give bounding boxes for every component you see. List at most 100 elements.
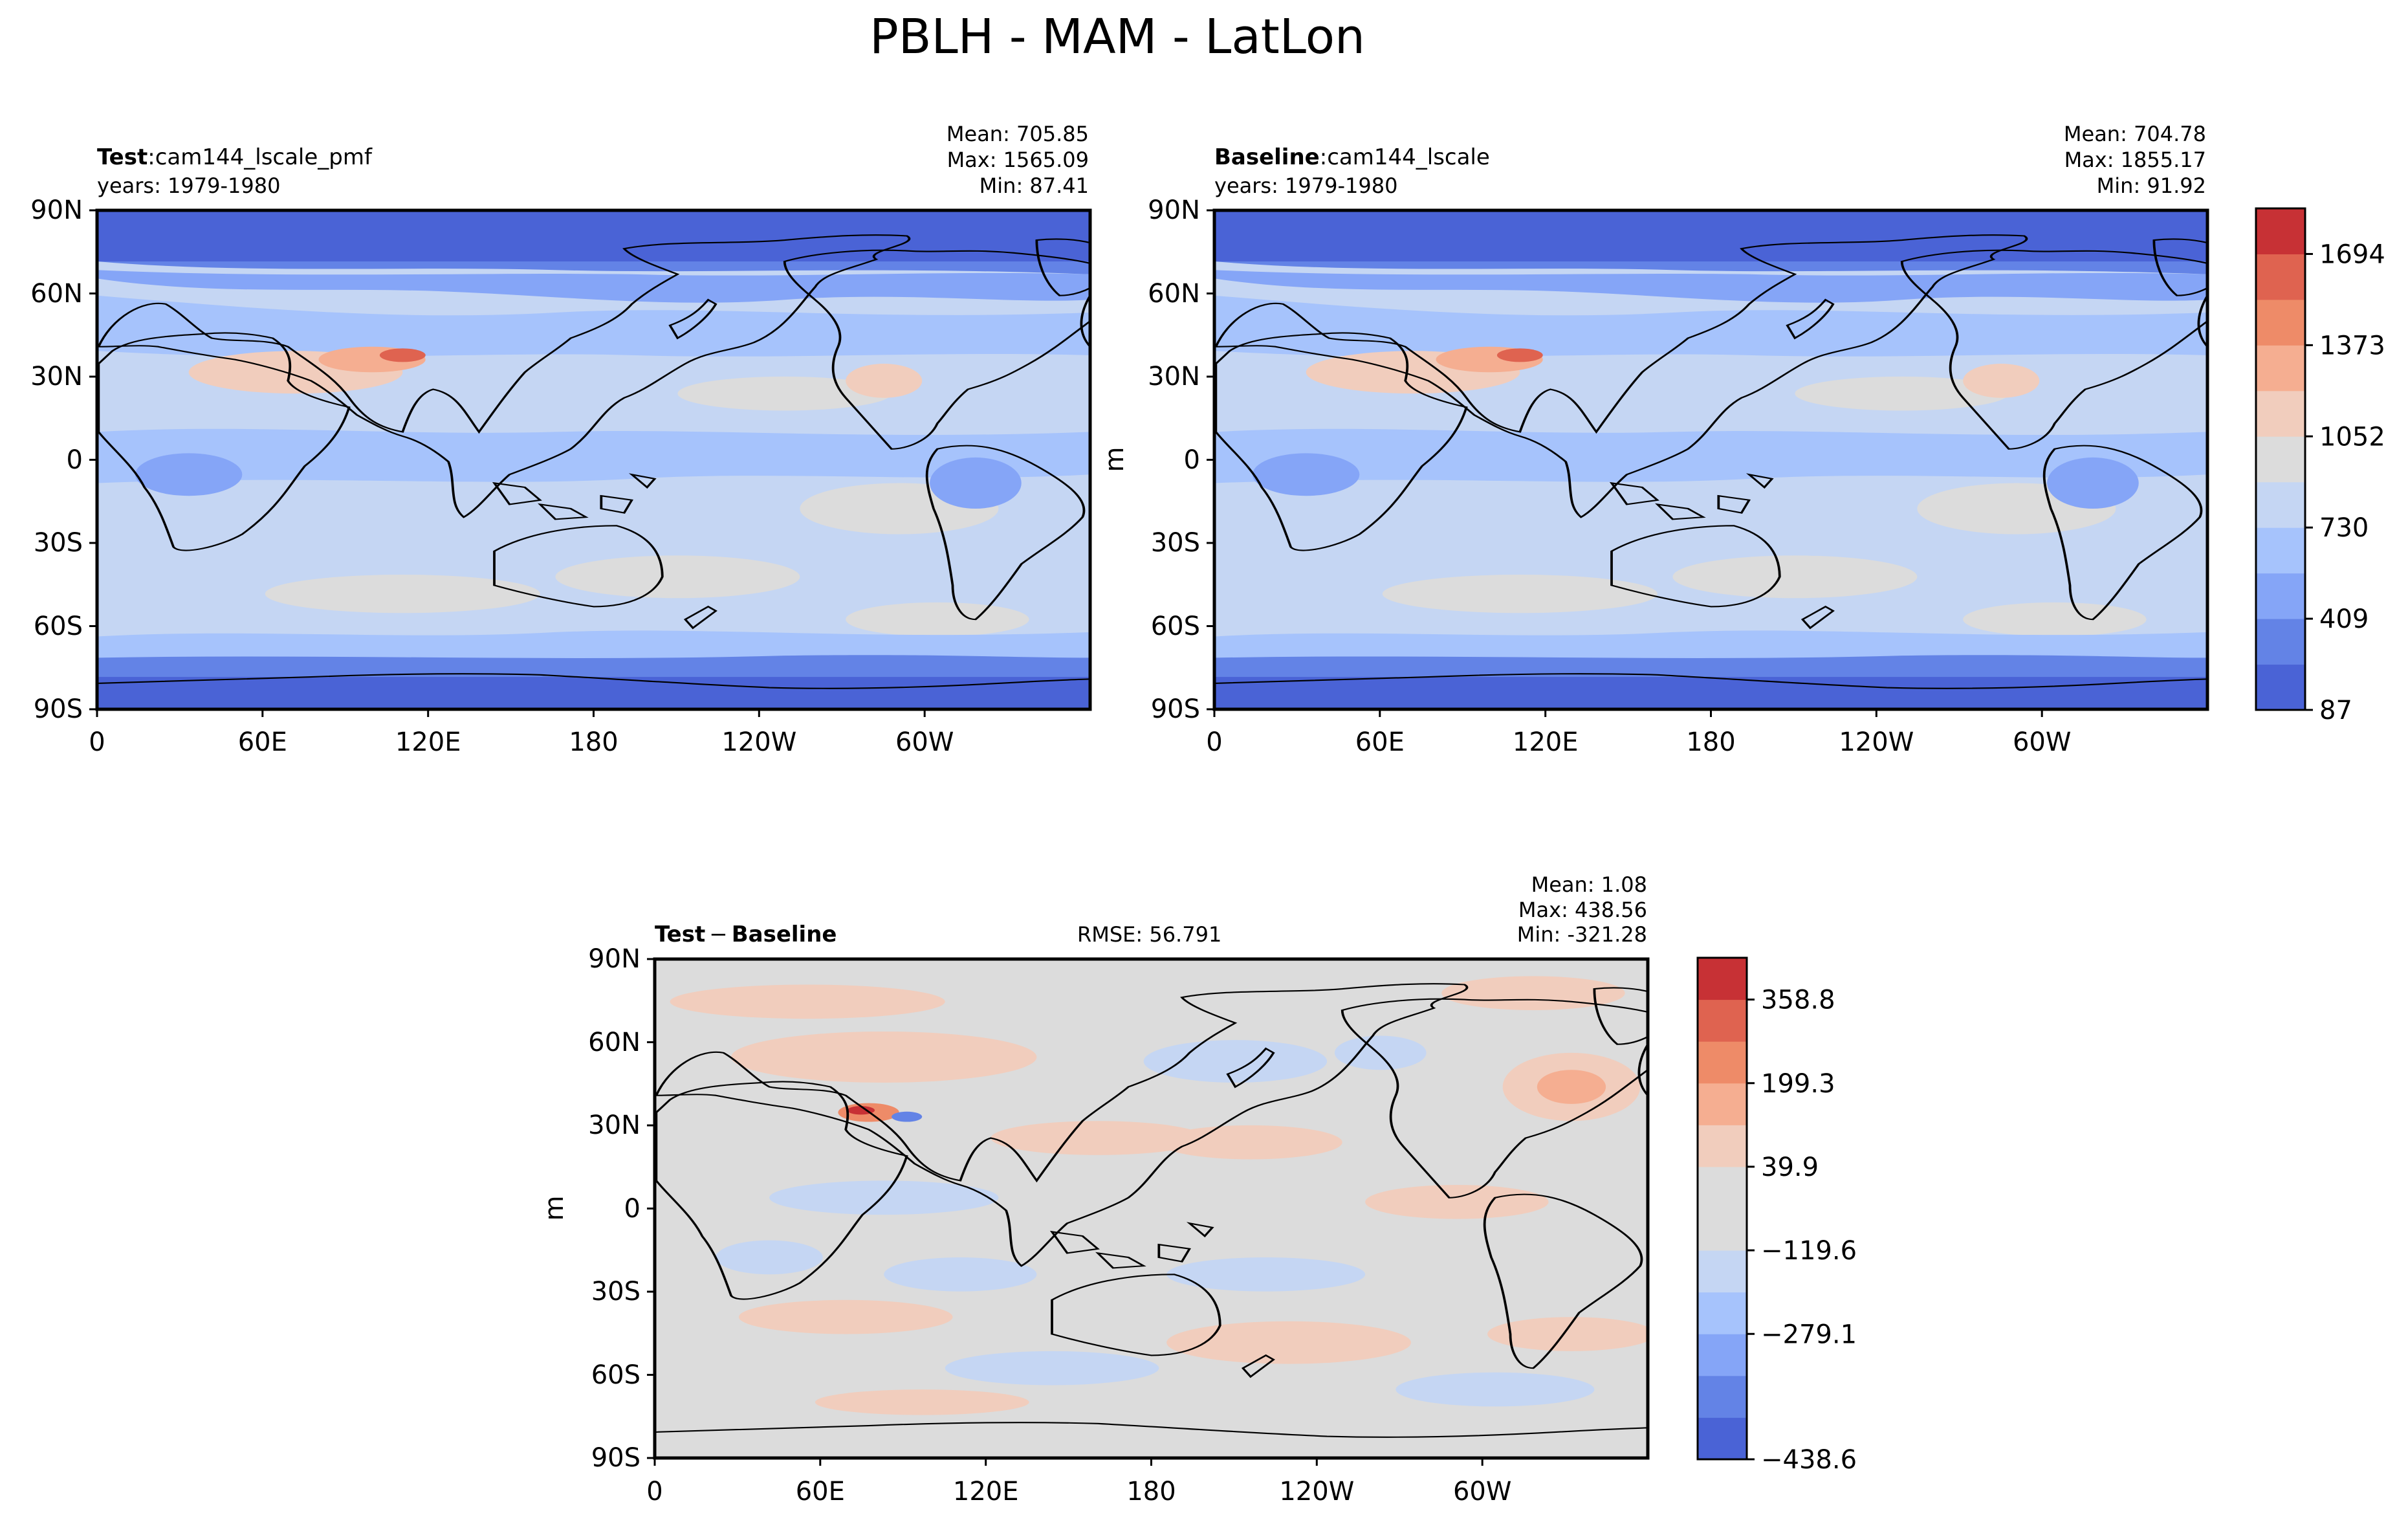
baseline-ytick: 90S <box>1151 694 1214 724</box>
baseline-map <box>1214 210 2208 709</box>
diff-ytick-label: 30S <box>591 1277 640 1307</box>
diff-xtick-label: 120W <box>1279 1477 1354 1507</box>
abs-colorbar-swatch <box>2256 390 2305 437</box>
test-ytick-label: 60S <box>34 612 83 641</box>
diff-xtick: 0 <box>646 1458 663 1507</box>
diff-x-axis: 0 60E 120E 180 120W 60W <box>646 1458 1511 1507</box>
baseline-ytick-label: 30S <box>1151 528 1200 558</box>
diff-ytick-label: 60N <box>588 1028 640 1057</box>
test-ytick-label: 60N <box>30 279 83 309</box>
diff-xtick-label: 180 <box>1126 1477 1176 1507</box>
diff-colorbar-swatch <box>1698 1292 1747 1334</box>
diff-xtick: 60W <box>1453 1458 1511 1507</box>
diff-colorbar-swatch <box>1698 1125 1747 1167</box>
test-label: Test:cam144_lscale_pmf <box>97 144 373 170</box>
diff-colorbar-swatch <box>1698 1334 1747 1376</box>
abs-colorbar-swatch <box>2256 573 2305 619</box>
baseline-label-bold: Baseline <box>1214 144 1320 170</box>
test-ytick: 90S <box>34 694 97 724</box>
abs-colorbar-swatches <box>2256 208 2305 711</box>
diff-rmse: RMSE: 56.791 <box>1077 922 1221 947</box>
diff-stat-mean: Mean: 1.08 <box>1531 872 1647 897</box>
abs-colorbar: 1694 1373 1052 730 409 87 <box>2255 207 2385 725</box>
test-ytick: 30N <box>30 362 97 392</box>
diff-colorbar-swatch <box>1698 1041 1747 1084</box>
diff-ytick: 60S <box>591 1360 655 1390</box>
diff-colorbar-tick-label: −438.6 <box>1761 1445 1857 1475</box>
baseline-stat-min: Min: 91.92 <box>2097 173 2206 198</box>
diff-panel: Test − Baseline RMSE: 56.791 Mean: 1.08 Ma… <box>540 872 1857 1507</box>
diff-xtick: 60E <box>796 1458 845 1507</box>
abs-colorbar-swatch <box>2256 481 2305 528</box>
baseline-xtick: 120W <box>1839 709 1914 757</box>
baseline-xtick: 0 <box>1206 709 1223 757</box>
baseline-xtick-label: 0 <box>1206 727 1222 757</box>
abs-colorbar-swatch <box>2256 527 2305 574</box>
diff-label-test: Test <box>655 922 705 947</box>
abs-colorbar-frame <box>2255 207 2306 711</box>
diff-xtick-label: 0 <box>646 1477 662 1507</box>
test-panel: Test:cam144_lscale_pmf years: 1979-1980 … <box>30 122 1092 757</box>
baseline-ytick-label: 60N <box>1148 279 1200 309</box>
diff-colorbar-swatch <box>1698 958 1747 1000</box>
test-xtick-label: 60W <box>895 727 954 757</box>
diff-xtick: 120E <box>953 1458 1019 1507</box>
baseline-xtick: 60W <box>2013 709 2071 757</box>
test-stat-min: Min: 87.41 <box>980 173 1089 198</box>
test-ytick-label: 90S <box>34 694 83 724</box>
diff-colorbar-tick-label: 39.9 <box>1761 1153 1819 1182</box>
baseline-ylabel: m <box>1100 447 1130 472</box>
test-map <box>97 210 1091 709</box>
abs-colorbar-swatch <box>2256 299 2305 346</box>
diff-ytick: 90S <box>591 1443 655 1473</box>
abs-colorbar-tick-label: 87 <box>2319 696 2352 725</box>
diff-ytick: 30N <box>588 1110 655 1140</box>
baseline-ytick-label: 60S <box>1151 612 1200 641</box>
abs-colorbar-tick-label: 1373 <box>2319 331 2385 360</box>
diff-stat-min: Min: -321.28 <box>1517 922 1647 947</box>
baseline-x-axis: 0 60E 120E 180 120W 60W <box>1206 709 2071 757</box>
baseline-panel: Baseline:cam144_lscale years: 1979-1980 … <box>1100 122 2385 757</box>
diff-colorbar-swatch <box>1698 1417 1747 1460</box>
diff-label-minus: − <box>709 922 728 947</box>
diff-label: Test − Baseline <box>655 922 837 947</box>
abs-colorbar-tick-label: 1052 <box>2319 422 2385 452</box>
abs-colorbar-swatch <box>2256 345 2305 392</box>
abs-colorbar-tick-label: 409 <box>2319 604 2369 634</box>
baseline-xtick-label: 120W <box>1839 727 1914 757</box>
diff-map <box>655 959 1648 1458</box>
abs-colorbar-ticks: 1694 1373 1052 730 409 87 <box>2305 239 2385 725</box>
test-xtick: 120E <box>395 709 461 757</box>
test-x-axis: 0 60E 120E 180 120W 60W <box>89 709 954 757</box>
baseline-ytick: 30S <box>1151 528 1214 558</box>
test-ytick-label: 0 <box>67 445 83 475</box>
baseline-xtick-label: 60W <box>2013 727 2071 757</box>
test-xtick-label: 60E <box>238 727 287 757</box>
diff-ytick-label: 60S <box>591 1360 640 1390</box>
baseline-ytick: 30N <box>1148 362 1214 392</box>
diff-colorbar-swatch <box>1698 1208 1747 1251</box>
baseline-xtick-label: 180 <box>1686 727 1735 757</box>
diff-colorbar-tick-label: −279.1 <box>1761 1320 1857 1349</box>
abs-colorbar-swatch <box>2256 254 2305 300</box>
diff-xtick: 180 <box>1126 1458 1176 1507</box>
baseline-label-case: cam144_lscale <box>1327 144 1490 170</box>
baseline-stat-mean: Mean: 704.78 <box>2064 122 2206 146</box>
abs-colorbar-tick-label: 1694 <box>2319 239 2385 269</box>
diff-colorbar-tick-label: 358.8 <box>1761 986 1835 1015</box>
diff-ytick-label: 30N <box>588 1110 640 1140</box>
diff-ytick-label: 90N <box>588 944 640 974</box>
test-ytick-label: 30S <box>34 528 83 558</box>
baseline-years: years: 1979-1980 <box>1214 173 1397 198</box>
baseline-xtick: 120E <box>1513 709 1579 757</box>
diff-colorbar-tick-label: 199.3 <box>1761 1069 1835 1099</box>
diff-xtick-label: 60E <box>796 1477 845 1507</box>
baseline-xtick: 180 <box>1686 709 1736 757</box>
diff-colorbar-swatch <box>1698 1166 1747 1209</box>
figure-title: PBLH - MAM - LatLon <box>870 9 1365 65</box>
diff-colorbar: 358.8 199.3 39.9 −119.6 −279.1 −438.6 <box>1696 956 1857 1475</box>
baseline-label-sep: : <box>1320 144 1327 170</box>
diff-colorbar-frame <box>1696 956 1748 1461</box>
test-ytick: 60N <box>30 279 97 309</box>
